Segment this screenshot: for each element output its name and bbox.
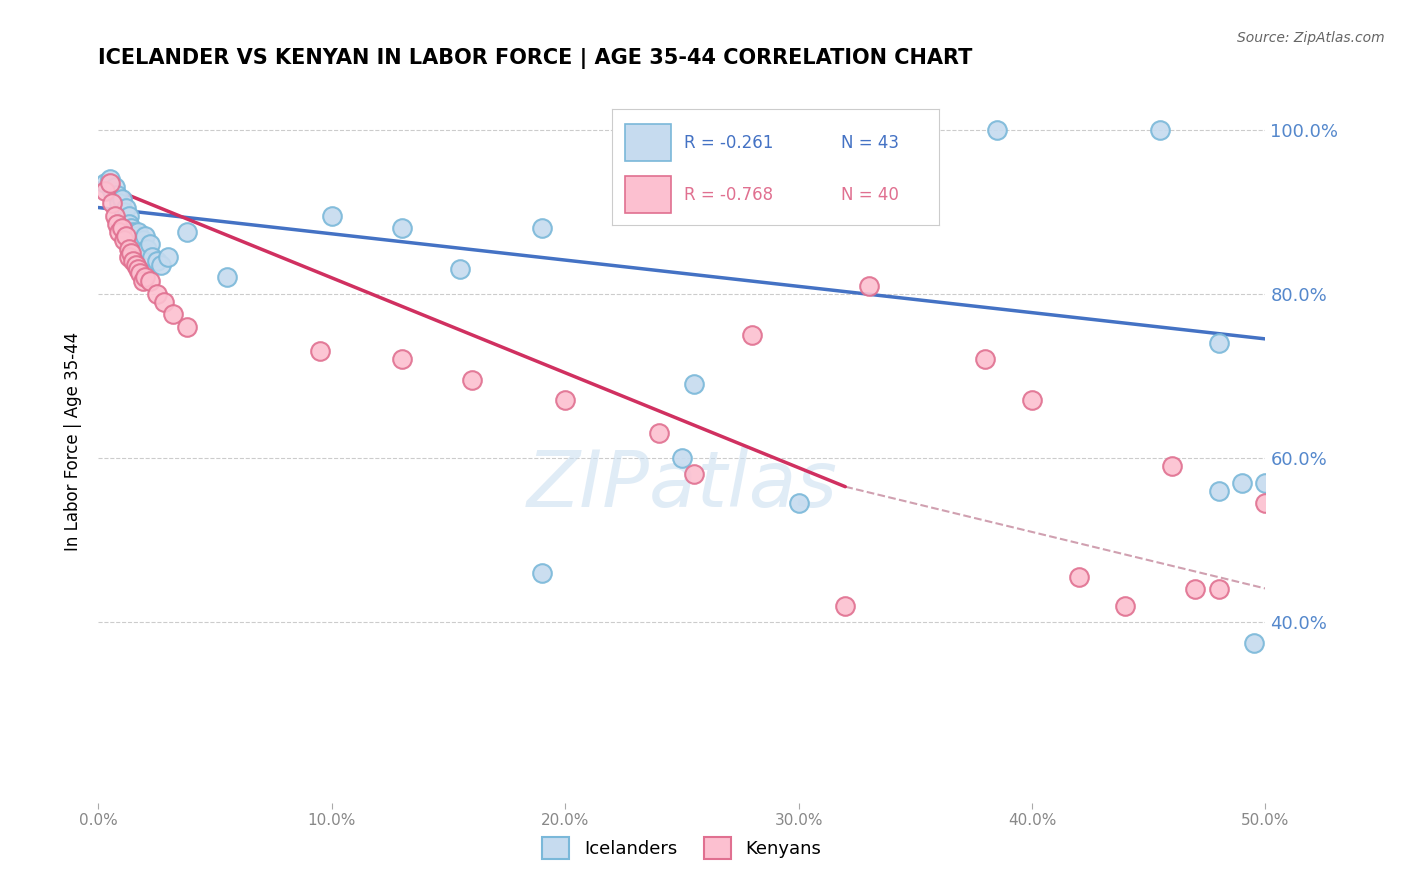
Point: [530, 566, 553, 580]
Point: [122, 225, 145, 239]
Point: [152, 295, 174, 310]
Point: [122, 253, 145, 268]
Point: [391, 221, 413, 235]
Point: [104, 180, 127, 194]
Point: [111, 192, 134, 206]
Point: [101, 184, 124, 198]
Point: [146, 286, 169, 301]
Point: [215, 270, 238, 285]
Point: [1230, 475, 1253, 490]
Point: [1208, 336, 1230, 351]
Point: [98, 176, 121, 190]
Point: [146, 253, 169, 268]
Point: [127, 262, 149, 277]
Point: [1114, 599, 1136, 613]
Point: [134, 270, 156, 285]
Point: [118, 250, 141, 264]
Point: [118, 242, 141, 256]
Point: [1208, 582, 1230, 597]
Point: [1208, 483, 1230, 498]
Point: [1184, 582, 1206, 597]
Point: [108, 196, 131, 211]
Point: [1254, 475, 1277, 490]
Point: [974, 352, 997, 367]
Point: [112, 233, 135, 247]
Point: [139, 275, 162, 289]
Point: [1021, 393, 1043, 408]
Text: ZIPatlas: ZIPatlas: [526, 447, 838, 523]
Point: [391, 352, 413, 367]
Point: [104, 209, 127, 223]
Point: [787, 496, 810, 510]
Y-axis label: In Labor Force | Age 35-44: In Labor Force | Age 35-44: [65, 332, 83, 551]
Point: [141, 250, 163, 264]
Point: [94, 176, 117, 190]
Point: [157, 250, 180, 264]
Point: [554, 393, 576, 408]
Point: [120, 245, 142, 260]
Point: [1149, 122, 1171, 136]
Point: [139, 237, 162, 252]
Point: [136, 242, 159, 256]
Point: [682, 467, 704, 482]
Point: [162, 307, 184, 321]
Text: ICELANDER VS KENYAN IN LABOR FORCE | AGE 35-44 CORRELATION CHART: ICELANDER VS KENYAN IN LABOR FORCE | AGE…: [98, 47, 973, 69]
Point: [176, 319, 198, 334]
Point: [111, 221, 134, 235]
Point: [125, 258, 148, 272]
Point: [98, 171, 121, 186]
Point: [120, 221, 142, 235]
Point: [118, 209, 141, 223]
Point: [834, 599, 856, 613]
Point: [1243, 636, 1265, 650]
Point: [132, 275, 155, 289]
Point: [105, 188, 128, 202]
Point: [461, 373, 484, 387]
Point: [112, 204, 135, 219]
Point: [118, 217, 141, 231]
Point: [94, 184, 117, 198]
Point: [741, 327, 763, 342]
Point: [105, 217, 128, 231]
Point: [129, 266, 152, 280]
Point: [986, 122, 1008, 136]
Point: [682, 377, 704, 392]
Point: [530, 221, 553, 235]
Point: [176, 225, 198, 239]
Point: [449, 262, 471, 277]
Point: [127, 225, 149, 239]
Point: [108, 225, 131, 239]
Point: [134, 229, 156, 244]
Point: [115, 201, 138, 215]
Point: [150, 258, 173, 272]
Legend: Icelanders, Kenyans: Icelanders, Kenyans: [536, 830, 828, 866]
Point: [321, 209, 343, 223]
Point: [1067, 570, 1090, 584]
Point: [115, 229, 138, 244]
Point: [129, 242, 152, 256]
Point: [858, 278, 880, 293]
Point: [309, 344, 332, 359]
Point: [132, 233, 155, 247]
Point: [127, 237, 149, 252]
Text: Source: ZipAtlas.com: Source: ZipAtlas.com: [1237, 31, 1385, 45]
Point: [647, 426, 669, 441]
Point: [671, 450, 693, 465]
Point: [1254, 496, 1277, 510]
Point: [101, 196, 124, 211]
Point: [1161, 459, 1184, 474]
Point: [125, 229, 148, 244]
Point: [122, 233, 145, 247]
